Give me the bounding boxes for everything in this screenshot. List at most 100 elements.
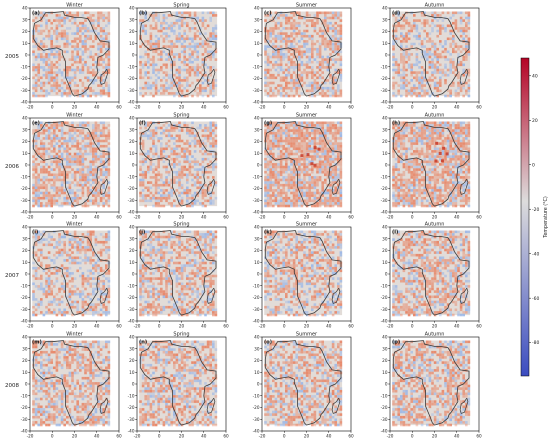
y-tick-label: 20 [22, 139, 28, 144]
x-tick-label: 60 [223, 434, 229, 439]
x-tick-label: -20 [259, 105, 266, 110]
y-tick-label: -40 [128, 100, 135, 105]
panel-title: Winter [66, 332, 83, 338]
y-tick-label: 30 [254, 346, 260, 351]
x-tick-label: 0 [158, 105, 161, 110]
x-tick-label: -20 [134, 215, 141, 220]
year-label-2006: 2006 [5, 164, 19, 170]
y-tick-label: -30 [128, 198, 135, 203]
x-tick-label: 60 [476, 105, 482, 110]
y-tick-label: 0 [132, 382, 135, 387]
y-tick-label: -10 [21, 64, 28, 69]
x-tick-label: -20 [134, 105, 141, 110]
temperature-field [392, 121, 471, 208]
temperature-field [139, 340, 218, 427]
x-tick-label: 60 [348, 105, 354, 110]
panel-title: Winter [66, 222, 83, 228]
panel-letter: (b) [139, 11, 147, 17]
y-tick-label: 10 [129, 370, 135, 375]
y-tick-label: -10 [21, 393, 28, 398]
panel-title: Autumn [425, 332, 445, 338]
x-tick-label: 20 [304, 105, 310, 110]
africa-coastline [264, 11, 342, 97]
y-tick-label: -40 [253, 319, 260, 324]
y-tick-label: 10 [129, 260, 135, 265]
africa-coastline [392, 11, 470, 97]
x-tick-label: 40 [326, 105, 332, 110]
colorbar-tick-label: -20 [532, 207, 539, 213]
y-tick-label: 30 [254, 17, 260, 22]
y-tick-label: -20 [21, 186, 28, 191]
y-tick-label: 30 [129, 236, 135, 241]
y-tick-label: 40 [22, 225, 28, 230]
y-tick-label: 10 [382, 370, 388, 375]
y-tick-label: 40 [254, 335, 260, 340]
x-tick-label: 0 [411, 215, 414, 220]
panel-title: Spring [173, 113, 189, 119]
madagascar-coastline [459, 68, 469, 85]
x-tick-label: 0 [411, 434, 414, 439]
y-tick-label: -40 [253, 100, 260, 105]
x-tick-label: 0 [51, 324, 54, 329]
x-tick-label: 0 [158, 215, 161, 220]
x-tick-label: 40 [94, 434, 100, 439]
x-tick-label: -20 [259, 434, 266, 439]
madagascar-coastline [99, 397, 109, 414]
y-tick-label: -10 [21, 174, 28, 179]
y-tick-label: 30 [254, 127, 260, 132]
x-tick-label: 40 [201, 105, 207, 110]
y-tick-label: 30 [22, 236, 28, 241]
y-tick-label: -20 [128, 186, 135, 191]
x-tick-label: 20 [304, 434, 310, 439]
y-tick-label: 0 [25, 53, 28, 58]
y-tick-label: 40 [382, 116, 388, 121]
y-tick-label: 30 [22, 127, 28, 132]
y-tick-label: 20 [129, 358, 135, 363]
x-tick-label: -20 [27, 324, 34, 329]
y-tick-label: 0 [385, 53, 388, 58]
y-tick-label: 40 [129, 6, 135, 11]
y-tick-label: 0 [385, 272, 388, 277]
africa-coastline [32, 340, 110, 426]
africa-coastline [392, 340, 470, 426]
y-tick-label: 0 [25, 382, 28, 387]
africa-coastline [32, 11, 110, 97]
y-tick-label: -40 [381, 210, 388, 215]
y-tick-label: -10 [128, 393, 135, 398]
y-tick-label: 10 [382, 151, 388, 156]
y-tick-label: -30 [253, 417, 260, 422]
x-tick-label: 40 [326, 215, 332, 220]
y-tick-label: -10 [128, 283, 135, 288]
madagascar-coastline [99, 178, 109, 195]
y-tick-label: -40 [253, 429, 260, 434]
y-tick-label: 20 [254, 358, 260, 363]
madagascar-coastline [331, 68, 341, 85]
year-label-2008: 2008 [5, 383, 19, 389]
x-tick-label: 20 [72, 215, 78, 220]
y-tick-label: 20 [382, 358, 388, 363]
y-tick-label: -30 [21, 88, 28, 93]
y-tick-label: 0 [257, 272, 260, 277]
panel-letter: (d) [392, 11, 400, 17]
x-tick-label: 60 [348, 434, 354, 439]
y-tick-label: -10 [381, 393, 388, 398]
y-tick-label: -20 [128, 295, 135, 300]
colorbar-gradient [520, 57, 530, 377]
y-tick-label: -10 [128, 174, 135, 179]
y-tick-label: 30 [254, 236, 260, 241]
panel-letter: (l) [392, 230, 398, 236]
temperature-field [392, 11, 471, 98]
x-tick-label: -20 [27, 434, 34, 439]
y-tick-label: -40 [128, 210, 135, 215]
africa-coastline [139, 11, 217, 97]
x-tick-label: 60 [223, 215, 229, 220]
y-tick-label: -30 [253, 198, 260, 203]
x-tick-label: 60 [476, 324, 482, 329]
y-tick-label: 10 [22, 151, 28, 156]
madagascar-coastline [331, 397, 341, 414]
